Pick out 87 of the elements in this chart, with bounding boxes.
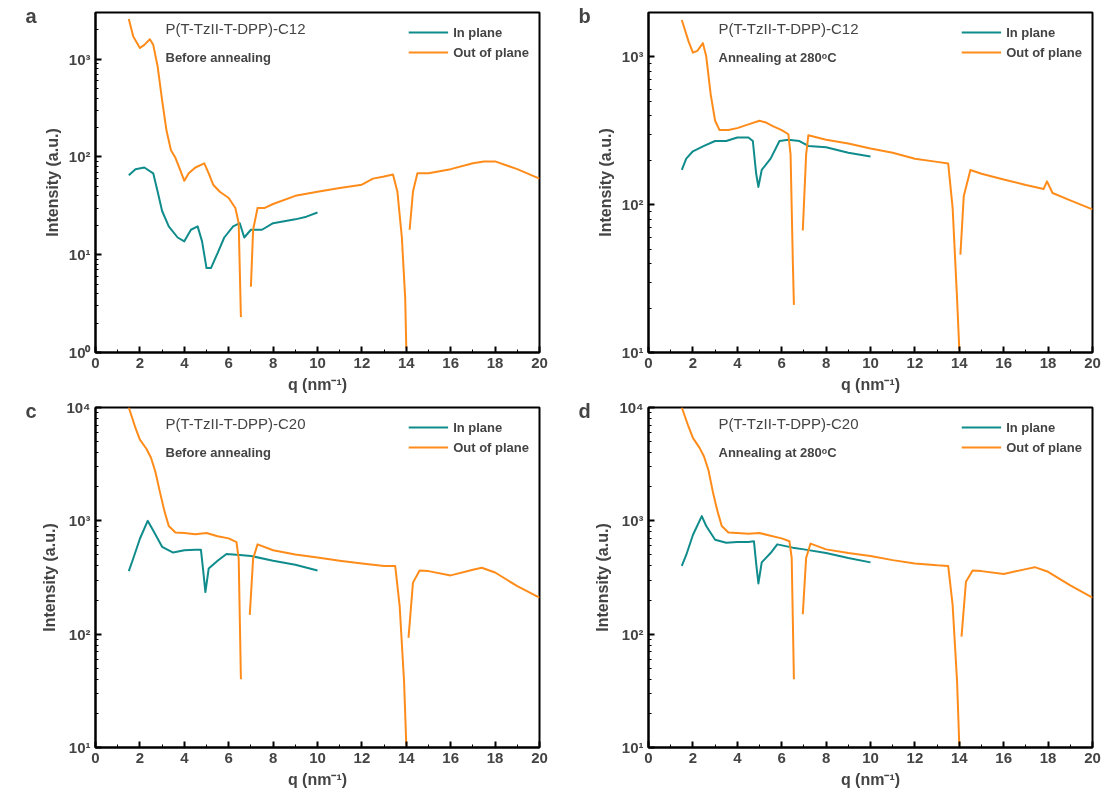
chart-title: b: [578, 4, 591, 27]
y-tick-label: 10²: [621, 196, 644, 214]
x-tick-label: 16: [442, 748, 460, 766]
x-tick-label: 12: [906, 353, 924, 371]
y-tick-label: 10³: [621, 48, 644, 66]
x-tick-label: 14: [397, 748, 416, 766]
annotation: P(T-TzII-T-DPP)-C20: [718, 414, 859, 432]
y-tick-label: 10⁴: [619, 399, 644, 416]
x-tick-label: 2: [688, 748, 698, 766]
x-axis-title: q (nm⁻¹): [840, 770, 901, 788]
chart-title: a: [25, 4, 38, 27]
x-axis-title: q (nm⁻¹): [840, 375, 901, 393]
x-tick-label: 4: [180, 353, 190, 371]
y-axis-title: Intensity (a.u.): [596, 128, 614, 237]
y-tick-label: 10⁴: [66, 399, 91, 416]
y-tick-label: 10²: [621, 625, 644, 643]
x-tick-label: 2: [688, 353, 698, 371]
x-tick-label: 10: [862, 748, 879, 766]
y-tick-label: 10⁰: [68, 344, 92, 361]
x-tick-label: 14: [950, 353, 969, 371]
x-tick-label: 12: [353, 748, 371, 766]
legend-label: Out of plane: [1006, 439, 1082, 455]
x-tick-label: 0: [91, 748, 100, 766]
y-tick-label: 10³: [621, 512, 644, 530]
x-tick-label: 18: [1039, 353, 1057, 371]
y-axis-title: Intensity (a.u.): [594, 523, 612, 632]
x-tick-label: 2: [135, 353, 145, 371]
annotation: P(T-TzII-T-DPP)-C20: [165, 414, 306, 432]
x-tick-label: 0: [644, 748, 653, 766]
x-tick-label: 18: [486, 748, 504, 766]
x-tick-label: 10: [309, 353, 326, 371]
y-tick-label: 10¹: [68, 739, 91, 756]
y-tick-label: 10³: [68, 512, 91, 530]
chart-title: c: [25, 399, 37, 422]
x-tick-label: 6: [777, 353, 786, 371]
x-tick-label: 18: [486, 353, 504, 371]
legend-label: In plane: [453, 24, 503, 40]
x-tick-label: 4: [180, 748, 190, 766]
annotation: Before annealing: [165, 444, 272, 460]
annotation: P(T-TzII-T-DPP)-C12: [718, 19, 859, 37]
x-tick-label: 8: [268, 353, 278, 371]
x-tick-label: 10: [309, 748, 326, 766]
y-axis-title: Intensity (a.u.): [41, 523, 59, 632]
legend-label: Out of plane: [453, 439, 529, 455]
x-axis-title: q (nm⁻¹): [287, 770, 348, 788]
legend-label: Out of plane: [1006, 44, 1082, 60]
y-tick-label: 10²: [68, 148, 91, 166]
x-tick-label: 8: [268, 748, 278, 766]
annotation: Before annealing: [165, 49, 272, 65]
x-tick-label: 14: [950, 748, 969, 766]
x-tick-label: 20: [1084, 748, 1101, 766]
legend-label: In plane: [453, 419, 503, 435]
x-tick-label: 20: [531, 748, 548, 766]
x-tick-label: 2: [135, 748, 145, 766]
x-tick-label: 12: [353, 353, 371, 371]
y-tick-label: 10¹: [621, 739, 644, 756]
x-axis-title: q (nm⁻¹): [287, 375, 348, 393]
x-tick-label: 20: [531, 353, 548, 371]
x-tick-label: 6: [224, 748, 233, 766]
annotation: Annealing at 280ᵒC: [718, 444, 838, 460]
x-tick-label: 16: [995, 353, 1013, 371]
y-tick-label: 10¹: [621, 344, 644, 361]
x-tick-label: 6: [224, 353, 233, 371]
x-tick-label: 8: [821, 748, 831, 766]
x-tick-label: 14: [397, 353, 416, 371]
annotation: Annealing at 280ᵒC: [718, 49, 838, 65]
y-tick-label: 10¹: [68, 246, 91, 264]
x-tick-label: 12: [906, 748, 924, 766]
x-tick-label: 16: [442, 353, 460, 371]
y-axis-title: Intensity (a.u.): [43, 128, 61, 237]
x-tick-label: 6: [777, 748, 786, 766]
x-tick-label: 20: [1084, 353, 1101, 371]
y-tick-label: 10²: [68, 625, 91, 643]
legend-label: In plane: [1006, 24, 1056, 40]
x-tick-label: 10: [862, 353, 879, 371]
x-tick-label: 0: [644, 353, 653, 371]
x-tick-label: 0: [91, 353, 100, 371]
x-tick-label: 8: [821, 353, 831, 371]
x-tick-label: 18: [1039, 748, 1057, 766]
legend-label: Out of plane: [453, 44, 529, 60]
chart-title: d: [578, 399, 591, 422]
legend-label: In plane: [1006, 419, 1056, 435]
x-tick-label: 16: [995, 748, 1013, 766]
x-tick-label: 4: [733, 353, 743, 371]
y-tick-label: 10³: [68, 50, 91, 68]
annotation: P(T-TzII-T-DPP)-C12: [165, 19, 306, 37]
x-tick-label: 4: [733, 748, 743, 766]
